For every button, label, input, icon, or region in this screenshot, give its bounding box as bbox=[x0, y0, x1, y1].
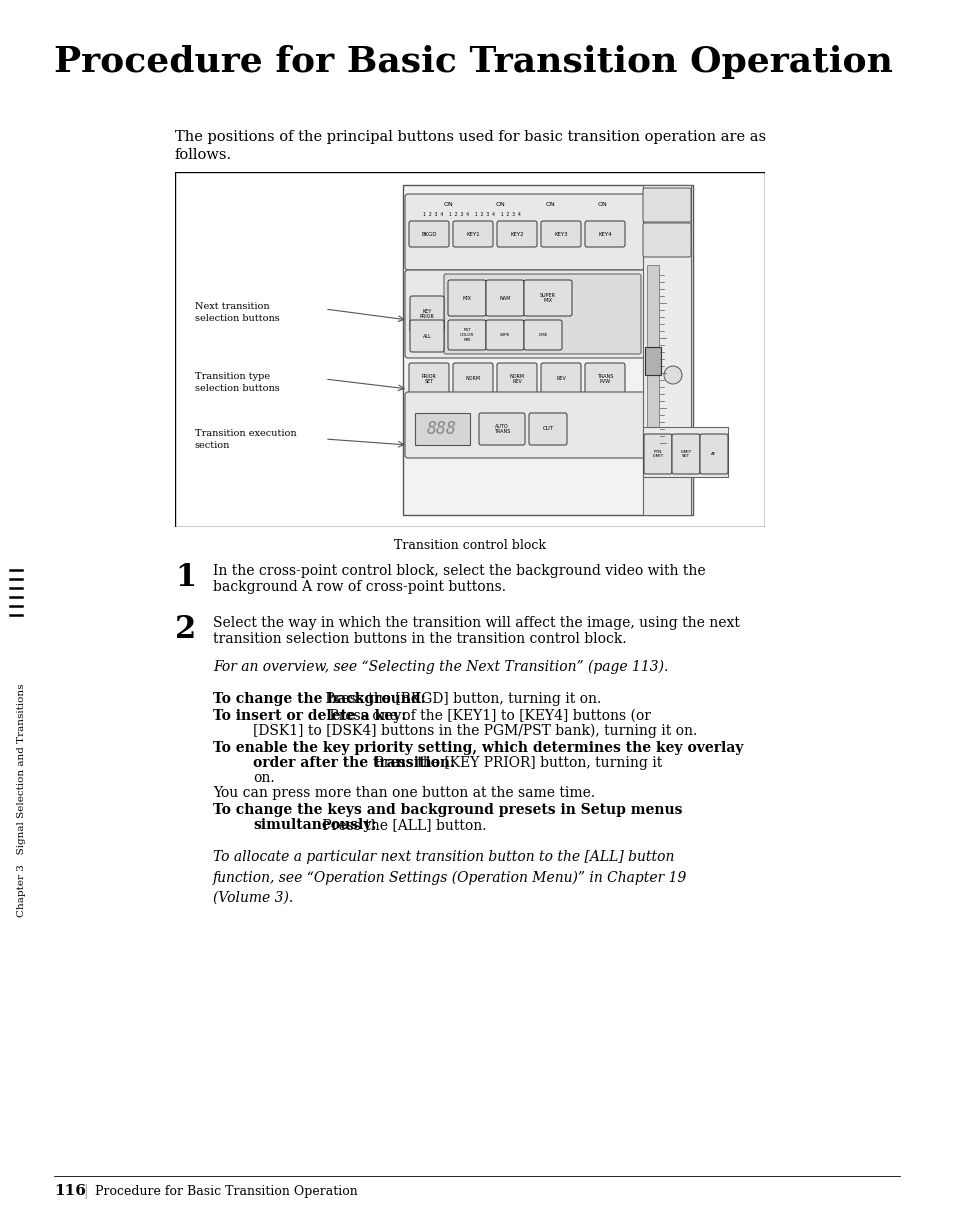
Text: REV: REV bbox=[556, 377, 565, 382]
FancyBboxPatch shape bbox=[410, 296, 443, 332]
Text: ON: ON bbox=[545, 202, 556, 207]
FancyBboxPatch shape bbox=[453, 221, 493, 247]
Text: In the cross-point control block, select the background video with the: In the cross-point control block, select… bbox=[213, 564, 705, 578]
FancyBboxPatch shape bbox=[448, 320, 485, 350]
Text: Next transition
selection buttons: Next transition selection buttons bbox=[194, 302, 279, 322]
Text: NORM
REV: NORM REV bbox=[509, 373, 524, 384]
Text: Press the [KEY PRIOR] button, turning it: Press the [KEY PRIOR] button, turning it bbox=[369, 756, 661, 770]
FancyBboxPatch shape bbox=[523, 320, 561, 350]
Text: 2: 2 bbox=[174, 614, 196, 645]
Text: simultaneously:: simultaneously: bbox=[253, 818, 376, 831]
FancyBboxPatch shape bbox=[700, 434, 727, 474]
Text: KEY2: KEY2 bbox=[510, 231, 523, 236]
FancyBboxPatch shape bbox=[410, 320, 443, 351]
Text: 1 2 3 4  1 2 3 4  1 2 3 4  1 2 3 4: 1 2 3 4 1 2 3 4 1 2 3 4 1 2 3 4 bbox=[422, 212, 520, 217]
Text: 116: 116 bbox=[54, 1184, 86, 1197]
Text: To change the background:: To change the background: bbox=[213, 692, 425, 707]
Text: MIX: MIX bbox=[462, 296, 471, 301]
Text: NAM: NAM bbox=[498, 296, 510, 301]
Text: PST
COLOR
MIX: PST COLOR MIX bbox=[459, 328, 474, 342]
FancyBboxPatch shape bbox=[405, 270, 645, 358]
Text: For an overview, see “Selecting the Next Transition” (page 113).: For an overview, see “Selecting the Next… bbox=[213, 661, 668, 674]
Text: 888: 888 bbox=[427, 421, 456, 438]
Text: |: | bbox=[83, 1184, 88, 1199]
Text: 1: 1 bbox=[174, 562, 196, 593]
Bar bbox=[642, 185, 690, 515]
Text: AF: AF bbox=[711, 452, 716, 456]
Text: order after the transition:: order after the transition: bbox=[253, 756, 455, 770]
Text: To change the keys and background presets in Setup menus: To change the keys and background preset… bbox=[213, 804, 681, 817]
FancyBboxPatch shape bbox=[409, 364, 449, 395]
FancyBboxPatch shape bbox=[485, 320, 523, 350]
Text: ON: ON bbox=[495, 202, 504, 207]
FancyBboxPatch shape bbox=[671, 434, 700, 474]
Text: Transition execution
section: Transition execution section bbox=[194, 429, 296, 450]
Text: To insert or delete a key:: To insert or delete a key: bbox=[213, 709, 406, 724]
Circle shape bbox=[663, 366, 681, 384]
Text: Press one of the [KEY1] to [KEY4] buttons (or: Press one of the [KEY1] to [KEY4] button… bbox=[325, 709, 651, 724]
FancyBboxPatch shape bbox=[642, 223, 690, 257]
Text: NORM: NORM bbox=[465, 377, 480, 382]
Text: PTN
LIMIT: PTN LIMIT bbox=[652, 450, 663, 458]
Text: Press the [BKGD] button, turning it on.: Press the [BKGD] button, turning it on. bbox=[320, 692, 600, 707]
FancyBboxPatch shape bbox=[497, 221, 537, 247]
Text: You can press more than one button at the same time.: You can press more than one button at th… bbox=[213, 787, 595, 800]
Text: PRIOR
SET: PRIOR SET bbox=[421, 373, 436, 384]
FancyBboxPatch shape bbox=[540, 221, 580, 247]
Text: ALL: ALL bbox=[422, 333, 431, 338]
FancyBboxPatch shape bbox=[584, 364, 624, 395]
Text: Chapter 3   Signal Selection and Transitions: Chapter 3 Signal Selection and Transitio… bbox=[17, 684, 27, 916]
FancyBboxPatch shape bbox=[497, 364, 537, 395]
FancyBboxPatch shape bbox=[448, 280, 485, 316]
FancyBboxPatch shape bbox=[642, 188, 690, 222]
FancyBboxPatch shape bbox=[485, 280, 523, 316]
Bar bbox=[644, 347, 660, 375]
FancyBboxPatch shape bbox=[409, 221, 449, 247]
FancyBboxPatch shape bbox=[540, 364, 580, 395]
Text: The positions of the principal buttons used for basic transition operation are a: The positions of the principal buttons u… bbox=[174, 130, 765, 144]
Text: SUPER
MIX: SUPER MIX bbox=[539, 292, 556, 303]
Text: TRANS
PVW: TRANS PVW bbox=[597, 373, 613, 384]
Text: ON: ON bbox=[442, 202, 453, 207]
FancyBboxPatch shape bbox=[478, 413, 524, 445]
FancyBboxPatch shape bbox=[405, 391, 690, 458]
Text: Press the [ALL] button.: Press the [ALL] button. bbox=[317, 818, 486, 831]
Text: CUT: CUT bbox=[542, 427, 553, 431]
Text: LIMIT
SET: LIMIT SET bbox=[679, 450, 691, 458]
Text: To allocate a particular next transition button to the [ALL] button
function, se: To allocate a particular next transition… bbox=[213, 850, 687, 904]
Text: on.: on. bbox=[253, 771, 274, 785]
Text: KEY1: KEY1 bbox=[466, 231, 479, 236]
FancyBboxPatch shape bbox=[643, 434, 671, 474]
FancyBboxPatch shape bbox=[523, 280, 572, 316]
Text: KEY3: KEY3 bbox=[554, 231, 567, 236]
Text: DME: DME bbox=[537, 333, 547, 337]
Text: follows.: follows. bbox=[174, 148, 232, 162]
FancyBboxPatch shape bbox=[529, 413, 566, 445]
Text: KEY
PRIOR: KEY PRIOR bbox=[419, 309, 434, 320]
Text: ON: ON bbox=[598, 202, 607, 207]
Text: background A row of cross-point buttons.: background A row of cross-point buttons. bbox=[213, 581, 505, 594]
Bar bbox=[646, 265, 659, 445]
Text: Transition control block: Transition control block bbox=[394, 539, 545, 551]
Text: Transition type
selection buttons: Transition type selection buttons bbox=[194, 372, 279, 393]
Text: AUTO
TRANS: AUTO TRANS bbox=[494, 424, 510, 434]
FancyBboxPatch shape bbox=[453, 364, 493, 395]
Bar bbox=[402, 185, 692, 515]
Text: transition selection buttons in the transition control block.: transition selection buttons in the tran… bbox=[213, 631, 626, 646]
FancyBboxPatch shape bbox=[405, 194, 645, 270]
Bar bbox=[415, 413, 470, 445]
Text: KEY4: KEY4 bbox=[598, 231, 611, 236]
FancyBboxPatch shape bbox=[584, 221, 624, 247]
FancyBboxPatch shape bbox=[443, 274, 640, 354]
Text: [DSK1] to [DSK4] buttons in the PGM/PST bank), turning it on.: [DSK1] to [DSK4] buttons in the PGM/PST … bbox=[253, 724, 697, 738]
Text: Select the way in which the transition will affect the image, using the next: Select the way in which the transition w… bbox=[213, 616, 740, 630]
Text: Procedure for Basic Transition Operation: Procedure for Basic Transition Operation bbox=[54, 45, 892, 79]
Bar bbox=[642, 427, 727, 478]
Text: WIPE: WIPE bbox=[499, 333, 510, 337]
Text: Procedure for Basic Transition Operation: Procedure for Basic Transition Operation bbox=[95, 1185, 357, 1197]
Text: BKGD: BKGD bbox=[420, 231, 436, 236]
Text: To enable the key priority setting, which determines the key overlay: To enable the key priority setting, whic… bbox=[213, 741, 742, 755]
